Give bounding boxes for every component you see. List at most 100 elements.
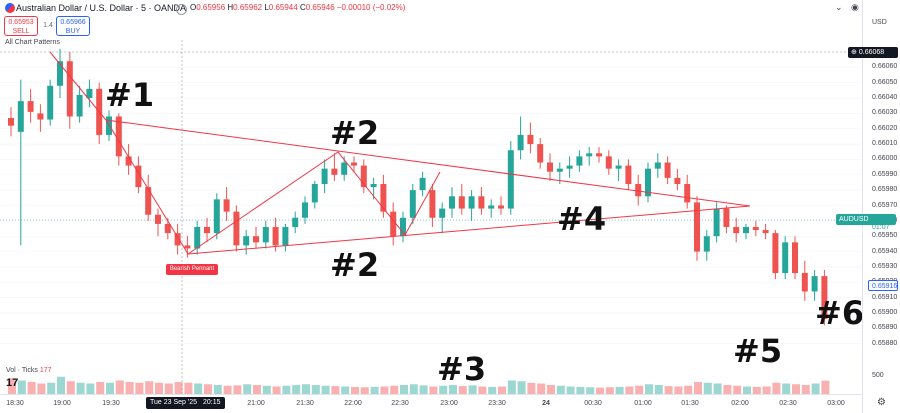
time-tick: 19:30 xyxy=(102,400,120,407)
candle-body xyxy=(351,162,357,166)
time-tick: 19:00 xyxy=(53,400,71,407)
price-tick: 0.66000 xyxy=(872,155,898,163)
volume-bar xyxy=(821,380,830,394)
price-axis[interactable] xyxy=(862,0,900,413)
volume-bar xyxy=(66,381,75,394)
candle-body xyxy=(694,202,700,252)
volume-bar xyxy=(86,383,95,394)
volume-bar xyxy=(135,382,144,394)
volume-bar xyxy=(194,383,203,394)
pennant-label-tag[interactable]: Bearish Pennant xyxy=(166,264,218,275)
candle-body xyxy=(478,196,485,209)
candle-body xyxy=(174,233,181,246)
time-axis[interactable] xyxy=(0,394,862,413)
current-symbol: AUDUSD xyxy=(839,216,869,223)
price-tick: 0.65890 xyxy=(872,324,898,332)
crosshair-date: Tue 23 Sep '25 xyxy=(150,399,198,406)
candle-body xyxy=(321,168,328,185)
candle-body xyxy=(439,208,446,218)
volume-bar xyxy=(478,386,487,394)
currency-label[interactable]: USD xyxy=(872,19,887,26)
volume-bar xyxy=(556,385,565,394)
volume-bar xyxy=(174,382,183,394)
candle-body xyxy=(204,226,210,234)
candle-body xyxy=(400,217,406,237)
close-label: C xyxy=(299,3,306,12)
buy-button[interactable]: 0.65966 BUY xyxy=(56,16,90,36)
candle-body xyxy=(370,184,377,188)
crosshair-date-tag: Tue 23 Sep '25 20:15 xyxy=(146,397,225,409)
candle-body xyxy=(86,88,93,99)
time-tick: 02:30 xyxy=(779,400,797,407)
volume-bar xyxy=(47,382,56,394)
candle-body xyxy=(625,165,632,185)
candle-body xyxy=(821,276,828,320)
volume-bar xyxy=(576,386,585,394)
time-tick: 00:30 xyxy=(584,400,602,407)
annotation-4: #4 xyxy=(557,200,607,238)
candle-body xyxy=(801,273,808,292)
candle-body xyxy=(17,101,24,132)
symbol-title[interactable]: Australian Dollar / U.S. Dollar · 5 · OA… xyxy=(16,3,187,13)
candle-body xyxy=(556,168,563,172)
options-circle-icon[interactable] xyxy=(176,4,187,15)
volume-bar xyxy=(439,385,448,394)
price-tick: 0.66030 xyxy=(872,109,898,117)
volume-bar xyxy=(537,383,546,394)
candle-body xyxy=(537,144,544,163)
volume-bar xyxy=(204,384,212,394)
candle-body xyxy=(155,214,161,224)
volume-bar xyxy=(311,385,320,394)
top-bar: Australian Dollar / U.S. Dollar · 5 · OA… xyxy=(0,0,900,18)
sell-button[interactable]: 0.65953 SELL xyxy=(4,16,38,36)
volume-bar xyxy=(302,384,310,394)
currency-flag-icon xyxy=(5,3,15,13)
price-chart[interactable] xyxy=(0,0,862,394)
candle-body xyxy=(8,118,14,126)
volume-label-text: Vol · Ticks xyxy=(6,367,38,374)
indicator-label[interactable]: All Chart Patterns xyxy=(5,39,60,46)
tradingview-logo-icon: 17 xyxy=(6,377,19,389)
candle-body xyxy=(272,226,279,246)
time-tick: 02:00 xyxy=(731,400,749,407)
volume-bar xyxy=(292,385,301,394)
volume-label[interactable]: Vol · Ticks 177 xyxy=(6,367,52,374)
spread-value: 1.4 xyxy=(43,22,53,29)
candle-body xyxy=(429,190,436,218)
change-value: −0.00010 (−0.02%) xyxy=(336,3,406,12)
volume-bar xyxy=(674,386,683,394)
volume-bar xyxy=(351,386,359,394)
candle-body xyxy=(311,184,318,203)
volume-bar xyxy=(213,385,222,394)
candle-body xyxy=(213,199,220,234)
alt-price-tag: 0.65916 xyxy=(868,280,898,291)
candle-body xyxy=(243,236,250,246)
bearish-pennant-drawing xyxy=(49,51,751,255)
high-value: 0.65962 xyxy=(233,3,263,12)
volume-bar xyxy=(27,382,36,394)
chevron-down-icon[interactable]: ⌄ xyxy=(835,2,843,12)
volume-bar xyxy=(635,385,644,394)
candle-body xyxy=(302,202,308,218)
candle-body xyxy=(645,168,651,197)
crosshair-time: 20:15 xyxy=(202,399,221,406)
price-tick: 0.65940 xyxy=(872,247,898,255)
volume-bar xyxy=(125,382,134,394)
high-label: H xyxy=(227,3,234,12)
candle-body xyxy=(576,156,583,166)
candle-body xyxy=(547,162,553,172)
candle-body xyxy=(115,116,122,157)
pennant-wave-line xyxy=(187,151,441,255)
camera-icon[interactable]: ◉ xyxy=(851,2,859,12)
settings-gear-icon[interactable]: ⚙ xyxy=(877,397,886,408)
volume-bar xyxy=(370,386,379,394)
volume-bar xyxy=(164,383,173,394)
time-tick: 18:30 xyxy=(6,400,24,407)
candle-body xyxy=(654,162,661,169)
candle-body xyxy=(331,168,338,175)
candle-body xyxy=(703,236,710,252)
candle-body xyxy=(292,217,299,227)
plus-icon[interactable]: ⊕ xyxy=(851,49,857,56)
time-tick: 22:30 xyxy=(391,400,409,407)
candle-body xyxy=(233,211,240,246)
